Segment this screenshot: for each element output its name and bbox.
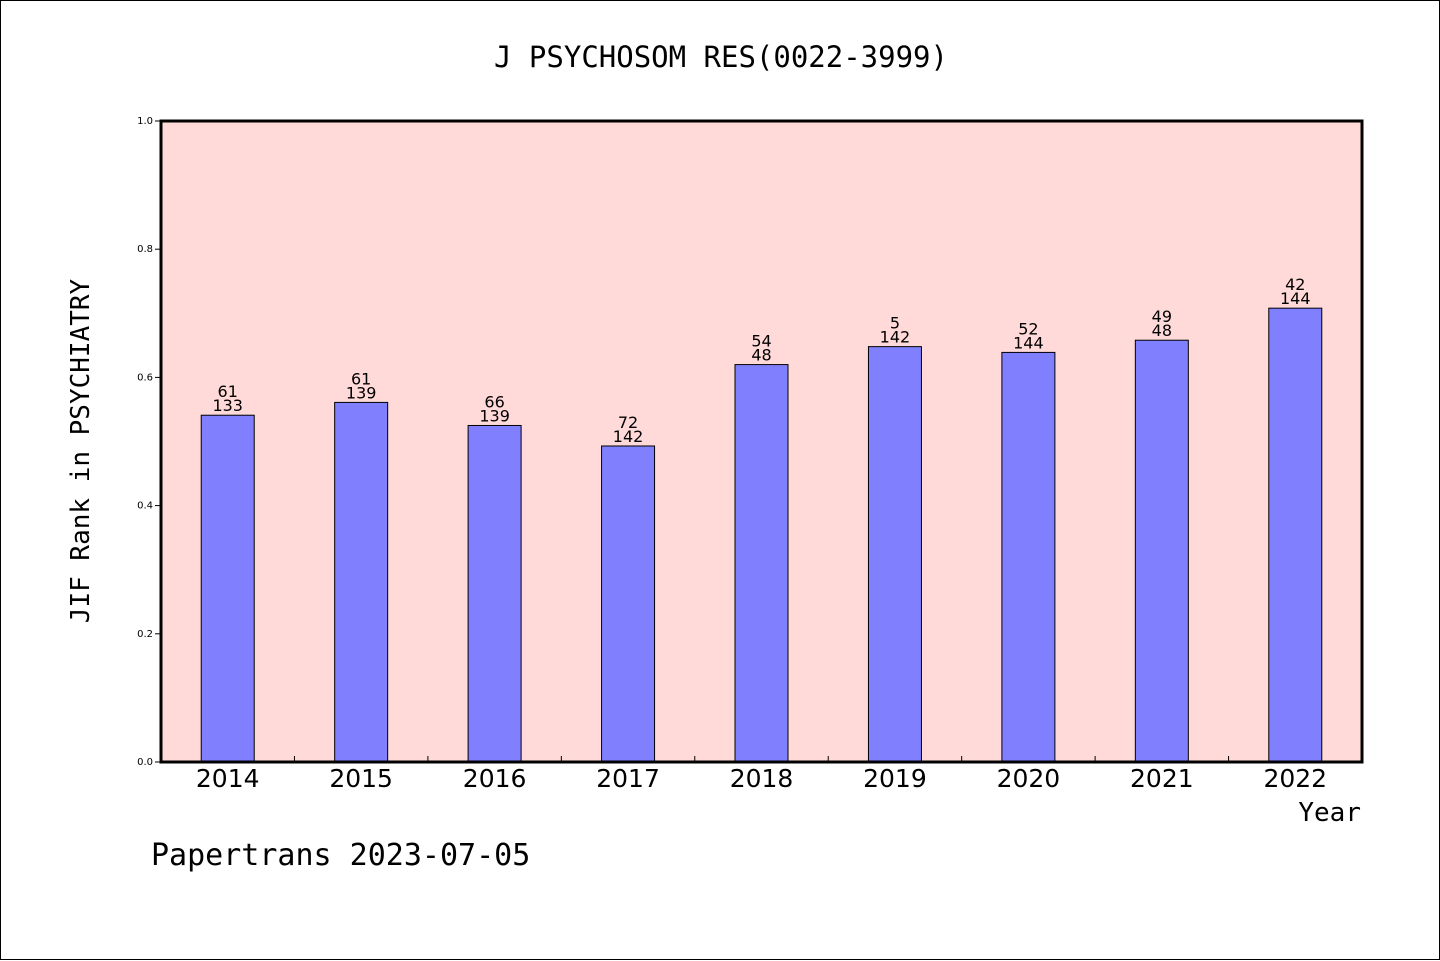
bar-label-total: 142 [880, 328, 911, 347]
bar-label-total: 144 [1280, 289, 1311, 308]
bar-label-total: 48 [751, 346, 771, 365]
x-tick-label: 2016 [463, 764, 527, 793]
x-tick-label: 2022 [1263, 764, 1327, 793]
bar-label-total: 144 [1013, 333, 1044, 352]
bars-group [200, 307, 1323, 763]
bar-2021 [1134, 339, 1189, 763]
bar-2019 [867, 346, 922, 763]
plot-border [159, 119, 1364, 764]
bar-label-rank: 5 [890, 314, 900, 333]
bar-label-total: 139 [479, 406, 510, 425]
x-tick-label: 2017 [596, 764, 660, 793]
bar-2015 [334, 401, 389, 763]
bar-2018 [734, 364, 789, 763]
bar-label-rank: 61 [351, 369, 371, 388]
x-tick-label: 2020 [997, 764, 1061, 793]
y-tick-label: 0.6 [137, 372, 153, 383]
y-tick-label: 0.4 [137, 501, 153, 512]
bar-2014 [200, 414, 255, 763]
bar-2020 [1001, 351, 1056, 763]
bar-label-rank: 61 [218, 382, 238, 401]
x-tick-label: 2018 [730, 764, 794, 793]
y-tick-label: 0.0 [137, 757, 153, 768]
x-axis-label: Year [1298, 798, 1361, 828]
bar-label-rank: 72 [618, 413, 638, 432]
bar-label-rank: 52 [1018, 319, 1038, 338]
bar-2016 [467, 424, 522, 763]
chart-title: J PSYCHOSOM RES(0022-3999) [494, 40, 948, 74]
x-tick-label: 2015 [329, 764, 393, 793]
footer-text: Papertrans 2023-07-05 [151, 838, 530, 873]
bar-2017 [601, 445, 656, 763]
bar-2022 [1268, 307, 1323, 763]
bar-label-total: 133 [212, 396, 243, 415]
x-axis-ticks: 2014 2015 2016 2017 2018 2019 2020 2021 2022 [196, 756, 1327, 793]
bar-label-rank: 49 [1152, 307, 1172, 326]
x-tick-label: 2021 [1130, 764, 1194, 793]
y-axis-label: JIF Rank in PSYCHIATRY [66, 278, 96, 623]
bar-label-total: 139 [346, 383, 377, 402]
x-tick-label: 2019 [863, 764, 927, 793]
y-tick-label: 1.0 [137, 116, 153, 127]
x-tick-label: 2014 [196, 764, 260, 793]
bar-label-rank: 54 [751, 332, 771, 351]
bar-label-total: 48 [1152, 321, 1172, 340]
y-tick-label: 0.8 [137, 244, 153, 255]
bar-label-total: 142 [613, 427, 644, 446]
y-axis-ticks: 0.0 0.2 0.4 0.6 0.8 1.0 [137, 116, 161, 768]
bar-label-rank: 66 [484, 392, 504, 411]
bar-label-rank: 42 [1285, 275, 1305, 294]
y-tick-label: 0.2 [137, 629, 153, 640]
